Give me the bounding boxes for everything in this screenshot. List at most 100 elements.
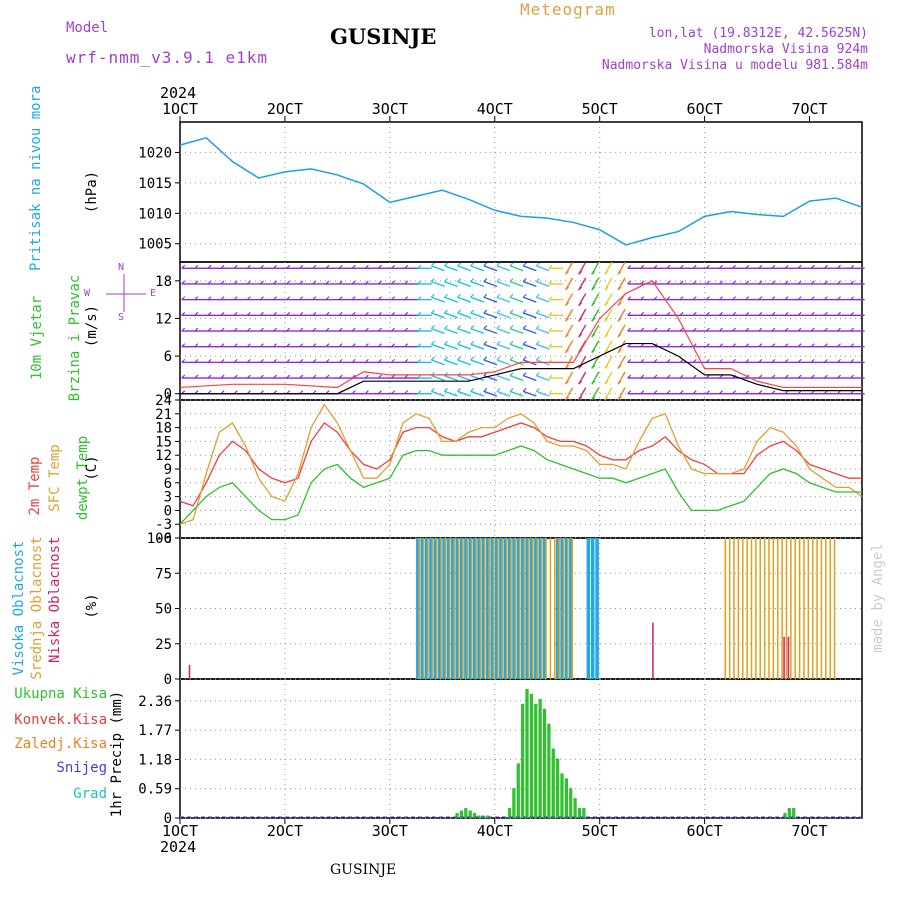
wind-arrow <box>431 359 445 366</box>
wind-arrow-head <box>312 296 317 301</box>
wind-arrow-head <box>233 374 238 379</box>
wind-arrow-head <box>758 390 763 395</box>
y-tick-label: 12 <box>155 311 172 327</box>
wind-arrow-head <box>246 296 251 301</box>
wind-arrow <box>444 374 458 382</box>
wind-arrow-head <box>312 343 317 348</box>
wind-arrow-head <box>444 387 448 392</box>
wind-arrow <box>470 374 485 382</box>
cloud-high-bar <box>525 538 529 679</box>
cloud-high-bar <box>538 538 542 679</box>
wind-arrow-head <box>705 296 710 301</box>
y-tick-label: 50 <box>155 602 172 618</box>
wind-arrow-head <box>483 293 488 298</box>
wind-arrow-head <box>312 327 317 332</box>
wind-arrow-head <box>404 390 409 395</box>
wind-arrow-head <box>378 343 382 348</box>
wind-arrow-head <box>719 264 723 269</box>
wind-arrow-head <box>246 280 251 285</box>
wind-arrow <box>457 265 471 272</box>
wind-arrow-head <box>286 327 291 332</box>
wind-arrow-head <box>430 325 435 330</box>
wind-arrow-head <box>325 264 330 269</box>
wind-arrow-head <box>496 262 501 267</box>
cloud-mid-bar <box>545 538 547 679</box>
wind-arrow-head <box>220 358 225 363</box>
cloud-mid-bar <box>479 538 482 679</box>
wind-arrow-head <box>617 349 622 354</box>
cloud-mid-bar <box>532 538 534 679</box>
wind-arrow-head <box>692 311 697 316</box>
wind-arrow-head <box>430 340 435 345</box>
wind-arrow-head <box>535 293 540 298</box>
cloud-mid-bar <box>803 538 805 679</box>
cloud-mid-bar <box>759 538 762 679</box>
wind-arrow-head <box>837 264 841 269</box>
cloud-mid-bar <box>422 538 425 679</box>
wind-arrow-head <box>565 302 570 307</box>
wind-arrow-head <box>591 333 596 338</box>
wind-arrow-head <box>391 311 396 316</box>
precip-total-bar <box>564 778 568 818</box>
wind-arrow-head <box>496 340 501 345</box>
wind-gust-line <box>179 280 862 389</box>
precip-total-bar <box>525 688 529 818</box>
wind-arrow-head <box>627 390 632 395</box>
wind-arrow-head <box>364 390 369 395</box>
wind-arrow-head <box>850 264 855 269</box>
wind-arrow-head <box>378 311 382 316</box>
precip-total-bar <box>529 693 534 818</box>
wind-arrow-head <box>591 286 596 291</box>
wind-arrow-head <box>640 280 645 285</box>
cloud-high-bar <box>464 538 468 679</box>
wind-arrow-head <box>565 317 570 322</box>
wind-arrow-head <box>220 311 225 316</box>
wind-arrow-head <box>604 380 609 385</box>
wind-arrow <box>483 359 498 366</box>
time-tick-label-top: 2OCT <box>267 100 303 118</box>
wind-arrow-head <box>181 358 186 363</box>
wind-arrow-head <box>627 374 632 379</box>
wind-arrow-head <box>823 390 828 395</box>
wind-arrow-head <box>850 343 855 348</box>
cloud-high-bar <box>494 538 499 679</box>
wind-arrow-head <box>705 374 710 379</box>
cloud-mid-bar <box>750 538 753 679</box>
wind-arrow-head <box>810 374 815 379</box>
wind-arrow-head <box>430 278 435 282</box>
cloud-mid-bar <box>492 538 495 679</box>
wind-arrow-head <box>578 333 583 338</box>
wind-arrow-head <box>194 358 199 363</box>
precip-total-bar <box>577 808 582 818</box>
cloud-high-bar <box>490 538 494 679</box>
wind-arrow-head <box>509 262 514 267</box>
wind-arrow-head <box>522 325 527 330</box>
wind-arrow-head <box>604 396 609 401</box>
wind-arrow-head <box>286 374 291 379</box>
wind-arrow-head <box>692 327 697 332</box>
wind-arrow-head <box>565 380 570 385</box>
wind-arrow-head <box>444 293 448 298</box>
cloud-mid-bar <box>807 538 810 679</box>
wind-arrow-head <box>378 327 382 332</box>
wind-arrow-head <box>784 374 789 379</box>
wind-arrow-head <box>181 374 186 379</box>
wind-arrow <box>496 312 511 319</box>
wind-arrow-head <box>548 374 553 379</box>
wind-arrow-head <box>233 280 238 285</box>
wind-arrow <box>536 280 550 288</box>
wind-arrow <box>457 312 471 319</box>
cloud-mid-bar <box>763 538 766 679</box>
wind-arrow <box>604 355 613 369</box>
precip-total-bar <box>582 808 586 818</box>
wind-arrow-head <box>233 343 238 348</box>
wind-arrow-head <box>404 358 409 363</box>
wind-arrow-head <box>810 327 815 332</box>
wind-arrow-head <box>522 340 527 345</box>
wind-arrow-head <box>378 264 382 269</box>
wind-arrow-head <box>810 296 815 301</box>
wind-arrow-head <box>351 358 356 363</box>
wind-arrow-head <box>444 278 448 282</box>
cloud-high-bar <box>534 538 538 679</box>
wind-arrow <box>431 327 445 335</box>
